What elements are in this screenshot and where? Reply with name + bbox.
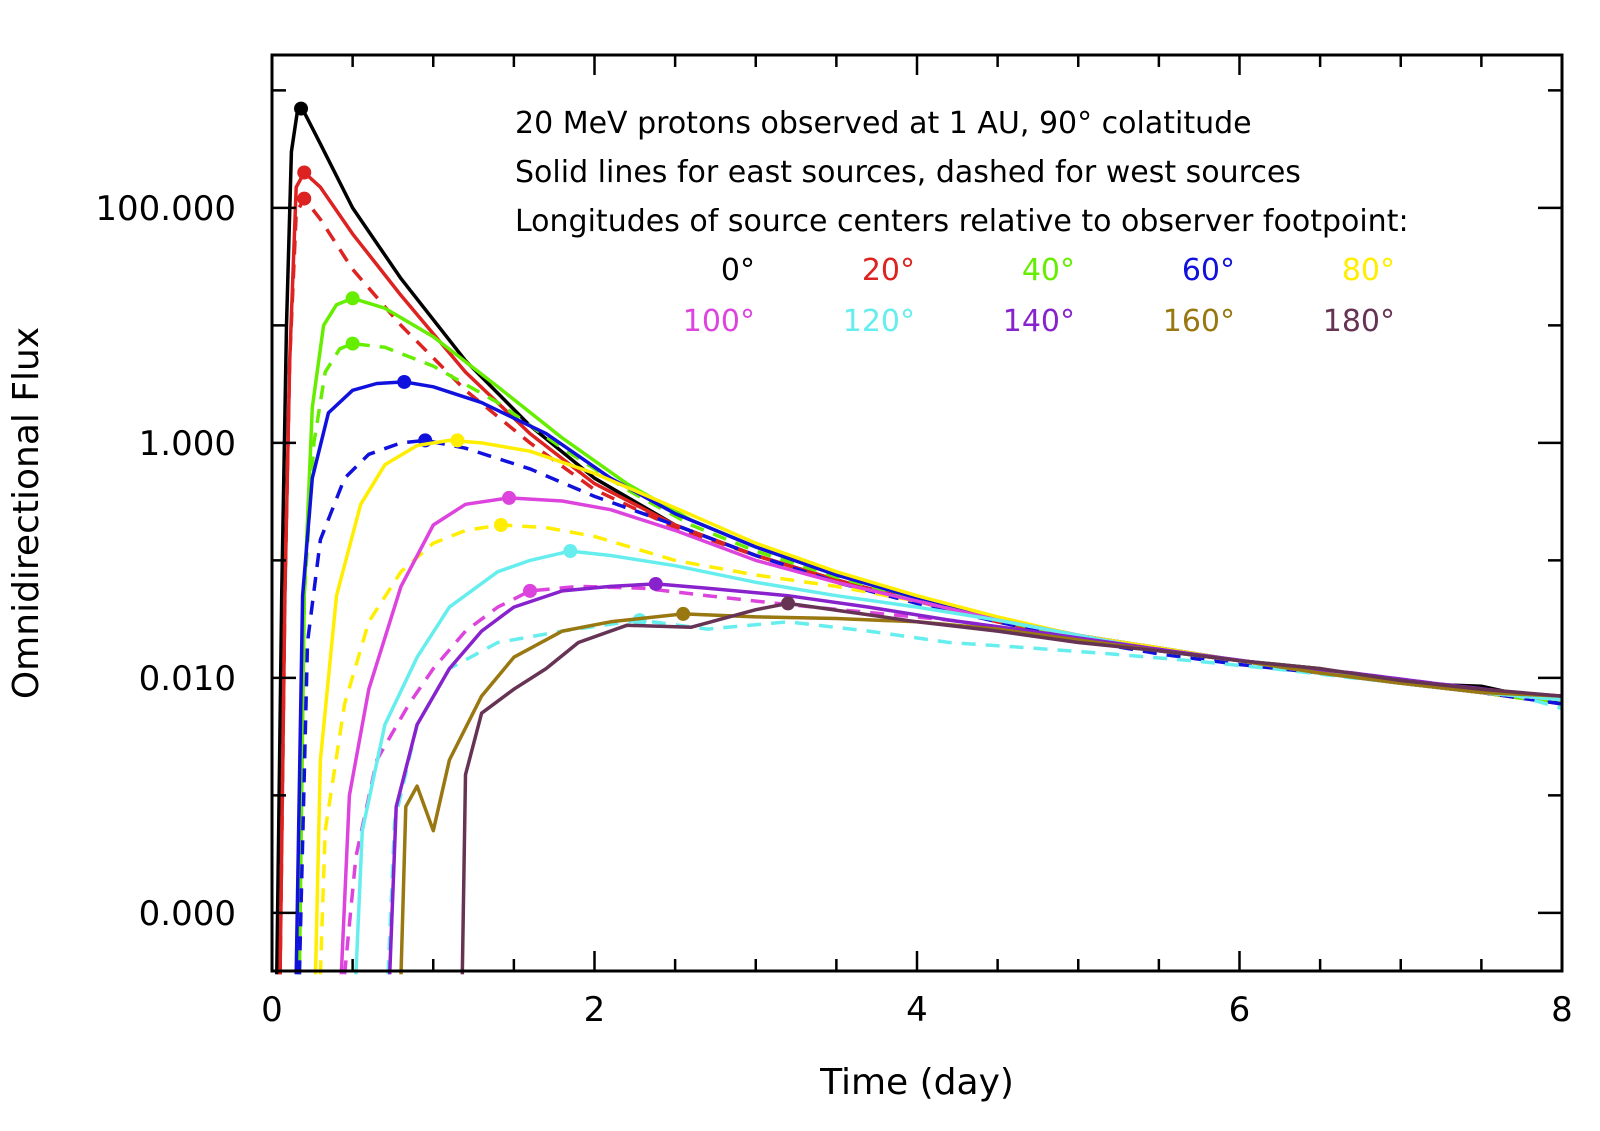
- series-line-13-solid: [387, 582, 1563, 975]
- legend-entry: 100°: [683, 304, 755, 339]
- labels-layer: 0 2 4 6 8 0.000 0.010 1.000 100.000: [95, 189, 1572, 1030]
- plot-frame: [270, 53, 1564, 973]
- y-tick-label: 1.000: [139, 424, 236, 464]
- y-tick-label: 0.000: [139, 894, 236, 934]
- series-line-6-dashed: [297, 438, 1563, 975]
- peak-marker-2: [297, 191, 312, 206]
- y-tick-label: 0.010: [139, 659, 236, 699]
- series-line-15-solid: [460, 601, 1563, 975]
- peak-marker-3: [345, 291, 360, 306]
- peak-marker-14: [676, 606, 691, 621]
- peak-marker-7: [450, 433, 465, 448]
- series-line-10-dashed: [342, 584, 1563, 975]
- series-line-4-dashed: [297, 341, 1563, 975]
- legend-entry: 0°: [721, 253, 755, 288]
- annotation-line-2: Solid lines for east sources, dashed for…: [515, 155, 1301, 190]
- x-tick-label: 2: [584, 990, 606, 1030]
- legend-entry: 60°: [1182, 253, 1235, 288]
- peak-marker-1: [297, 165, 312, 180]
- series-line-3-solid: [297, 296, 1563, 975]
- legend-entry: 80°: [1342, 253, 1395, 288]
- x-tick-label: 6: [1229, 990, 1251, 1030]
- y-tick-label: 100.000: [95, 189, 236, 229]
- x-tick-label: 4: [906, 990, 928, 1030]
- legend-entry: 20°: [862, 253, 915, 288]
- series-line-12-dashed: [386, 618, 1563, 975]
- y-axis-label: Omnidirectional Flux: [6, 327, 47, 699]
- peak-marker-13: [648, 576, 663, 591]
- legend-entry: 180°: [1323, 304, 1395, 339]
- annotation-line-1: 20 MeV protons observed at 1 AU, 90° col…: [515, 106, 1252, 141]
- peak-marker-5: [397, 374, 412, 389]
- legend-entry: 140°: [1003, 304, 1075, 339]
- legend-entry: 160°: [1163, 304, 1235, 339]
- annotation-line-3: Longitudes of source centers relative to…: [515, 204, 1409, 239]
- peak-marker-15: [781, 596, 795, 611]
- legend: 0° 20° 40° 60° 80° 100° 120° 140° 160° 180°: [683, 253, 1395, 339]
- peak-marker-0: [294, 101, 309, 116]
- peak-marker-8: [493, 517, 508, 532]
- peak-marker-10: [523, 583, 537, 598]
- peak-marker-11: [563, 544, 578, 559]
- x-tick-label: 0: [261, 990, 283, 1030]
- legend-entry: 120°: [843, 304, 915, 339]
- x-tick-label: 8: [1551, 990, 1573, 1030]
- series-line-8-dashed: [318, 523, 1563, 975]
- series-line-11-solid: [354, 549, 1563, 975]
- legend-entry: 40°: [1022, 253, 1075, 288]
- peak-marker-4: [345, 336, 360, 351]
- x-axis-label: Time (day): [819, 1062, 1014, 1103]
- series-line-14-solid: [399, 612, 1563, 975]
- curves-layer: [275, 101, 1563, 975]
- series-line-1-solid: [278, 170, 1563, 975]
- series-line-9-solid: [339, 496, 1563, 975]
- peak-marker-9: [502, 490, 517, 505]
